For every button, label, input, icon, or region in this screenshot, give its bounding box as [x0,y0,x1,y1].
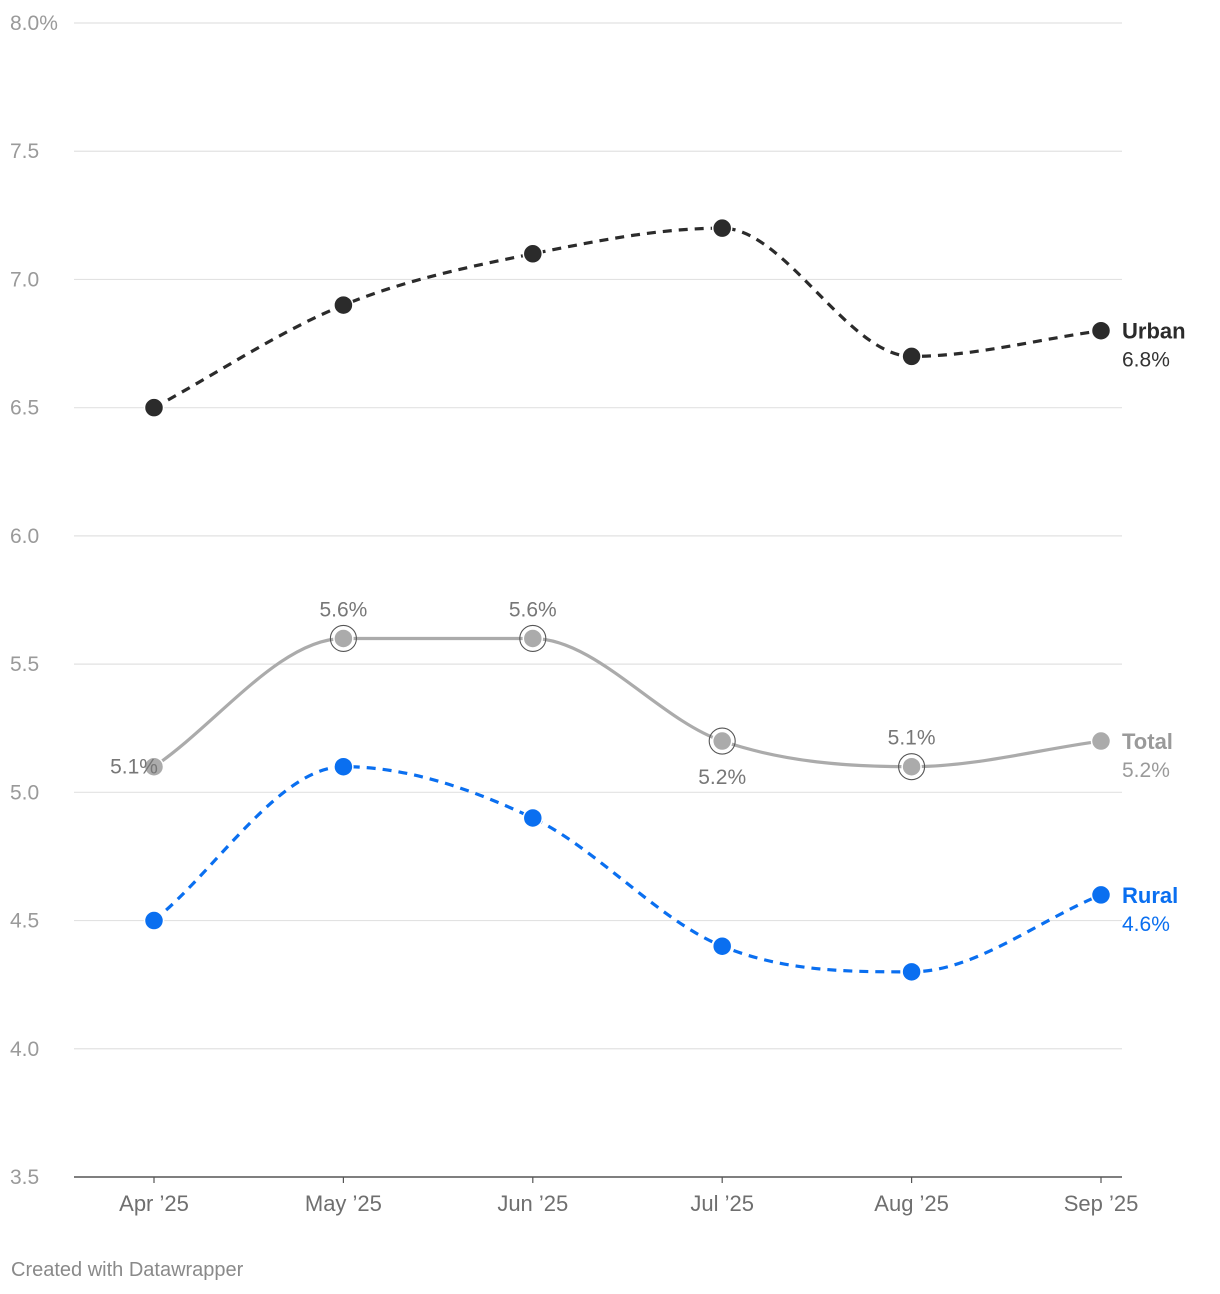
x-tick-label: Aug ’25 [874,1191,949,1216]
rural-point [711,935,733,957]
rural-line [152,765,1102,974]
total-point [1090,730,1112,752]
total-point-ring [898,753,926,781]
series-points [143,217,1112,983]
urban-series-name: Urban [1122,319,1186,344]
urban-point [711,217,733,239]
y-tick-label: 4.5 [10,910,39,933]
rural-point [333,756,354,777]
x-tick-label: Jun ’25 [497,1191,568,1216]
total-point [711,730,733,752]
total-point [143,756,165,777]
rural-point [1090,884,1112,906]
total-point-ring [708,727,736,755]
urban-series-value: 6.8% [1122,349,1170,372]
total-line [152,636,1103,769]
total-series-name: Total [1122,729,1173,754]
y-tick-label: 3.5 [10,1166,39,1189]
total-data-label: 5.1% [110,756,158,779]
y-tick-label: 5.0 [10,781,39,804]
total-data-label: 5.1% [888,727,936,750]
urban-point [522,243,544,265]
x-axis: Apr ’25 May ’25 Jun ’25 Jul ’25 Aug ’25 Sep ’… [74,1176,1139,1216]
total-point [901,756,922,777]
rural-point [522,807,544,829]
x-tick-label: May ’25 [305,1191,382,1216]
total-point-ring [519,624,547,653]
y-tick-label: 6.5 [10,397,39,420]
urban-point [901,346,922,367]
total-series-value: 5.2% [1122,759,1170,782]
urban-point [1090,320,1112,341]
total-point [522,628,544,649]
x-tick-label: Apr ’25 [119,1191,189,1216]
series-end-labels: Urban 6.8% Total 5.2% Rural 4.6% [1122,319,1186,936]
series-lines [152,226,1103,974]
footer-credit: Created with Datawrapper [11,1259,244,1281]
total-point-ring [329,624,357,653]
total-data-label: 5.6% [509,598,557,621]
y-tick-label: 8.0% [10,12,58,35]
total-data-label: 5.2% [698,766,746,789]
rural-series-value: 4.6% [1122,913,1170,936]
y-tick-label: 4.0 [10,1038,39,1061]
x-tick-label: Jul ’25 [690,1191,754,1216]
gridlines [74,22,1122,1050]
rural-point [901,961,922,983]
urban-line [153,226,1102,410]
total-data-label: 5.6% [319,598,367,621]
y-tick-label: 7.0 [10,268,39,291]
urban-point [333,294,354,316]
x-tick-label: Sep ’25 [1064,1191,1139,1216]
y-tick-label: 7.5 [10,140,39,163]
y-axis-tick-labels: 8.0% 7.5 7.0 6.5 6.0 5.5 5.0 4.5 4.0 3.5 [10,12,58,1189]
rural-series-name: Rural [1122,883,1178,908]
y-tick-label: 6.0 [10,525,39,548]
data-labels: 5.1% 5.6% 5.6% 5.2% 5.1% [110,598,935,789]
total-point [333,628,354,649]
urban-point [143,397,165,418]
rural-point [143,910,165,931]
y-tick-label: 5.5 [10,653,39,676]
